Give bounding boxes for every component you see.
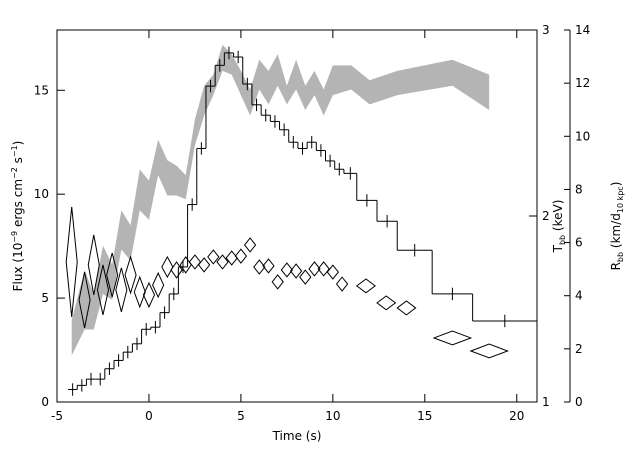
y3-tick-label: 0 — [575, 395, 583, 409]
y-axis-label-part: −1 — [10, 145, 19, 157]
y3-tick-label: 2 — [575, 342, 583, 356]
y-tick-label: 10 — [34, 187, 49, 201]
y-axis-label-part: Flux (10 — [11, 243, 25, 292]
radius-diamond — [326, 264, 340, 280]
radius-diamond — [280, 262, 294, 278]
x-tick-label: 5 — [237, 409, 245, 423]
y3-tick-label: 8 — [575, 182, 583, 196]
x-tick-label: -5 — [51, 409, 63, 423]
y2-axis-label-part: bb — [558, 235, 567, 245]
radius-diamond — [289, 263, 303, 279]
y2-axis-label-part: (keV) — [551, 200, 565, 235]
radius-diamond — [262, 258, 275, 274]
temperature-band — [71, 44, 490, 356]
radius-diamond — [335, 276, 349, 292]
y-tick-label: 0 — [41, 395, 49, 409]
y-axis-label-part: s — [11, 157, 25, 167]
radius-diamond — [87, 234, 100, 296]
y3-axis-label-part: bb — [616, 252, 625, 262]
y3-tick-label: 6 — [575, 236, 583, 250]
radius-diamond — [78, 271, 91, 328]
y-axis-label-part: ergs cm — [11, 179, 25, 231]
radius-diamond — [376, 295, 397, 311]
radius-diamond — [65, 206, 78, 318]
y-tick-label: 5 — [41, 291, 49, 305]
y3-tick-label: 4 — [575, 289, 583, 303]
radius-diamond — [106, 252, 119, 298]
y-axis-label: Flux (10−9 ergs cm−2 s−1) — [10, 141, 25, 292]
radius-diamond — [216, 254, 229, 270]
y3-axis-label-part: (km/d — [609, 213, 623, 252]
y3-axis-label-part: R — [609, 262, 623, 270]
radius-diamond — [317, 261, 330, 277]
y2-axis-label: Tbb (keV) — [551, 200, 567, 254]
radius-diamond — [124, 255, 137, 295]
y-tick-label: 15 — [34, 83, 49, 97]
radius-diamond — [271, 274, 284, 290]
radius-diamond — [234, 248, 248, 264]
radius-diamond — [207, 249, 220, 265]
x-axis-label: Time (s) — [272, 429, 322, 443]
y2-axis-label-part: T — [551, 244, 565, 253]
x-tick-label: 0 — [145, 409, 153, 423]
y2-tick-label: 2 — [542, 209, 550, 223]
y3-axis-label: Rbb (km/d10 kpc) — [609, 182, 625, 271]
y-axis-label-part: ) — [11, 141, 25, 146]
radius-diamond — [96, 264, 110, 315]
y3-tick-label: 12 — [575, 76, 590, 90]
radius-diamond — [243, 237, 257, 253]
y3-tick-label: 10 — [575, 129, 590, 143]
y3-axis-label-part: ) — [609, 182, 623, 187]
radius-diamond — [197, 257, 211, 273]
radius-diamond — [253, 259, 266, 275]
y3-axis-label-part: 10 kpc — [616, 186, 625, 213]
y3-tick-label: 14 — [575, 23, 590, 37]
radius-diamond — [308, 261, 321, 277]
x-tick-label: 15 — [417, 409, 432, 423]
radius-diamond — [170, 261, 183, 279]
radius-diamond — [299, 269, 312, 285]
x-tick-label: 10 — [325, 409, 340, 423]
y2-tick-label: 3 — [542, 23, 550, 37]
y2-tick-label: 1 — [542, 395, 550, 409]
radius-diamond — [355, 278, 376, 294]
radius-diamond — [396, 300, 417, 316]
y-axis-label-part: −9 — [10, 231, 19, 243]
y-axis-label-part: −2 — [10, 167, 19, 179]
radius-diamond — [152, 271, 165, 299]
x-tick-label: 20 — [509, 409, 524, 423]
radius-diamond — [469, 343, 509, 359]
radius-diamond — [115, 267, 128, 313]
radius-diamond — [432, 330, 473, 346]
radius-diamond — [142, 281, 156, 309]
